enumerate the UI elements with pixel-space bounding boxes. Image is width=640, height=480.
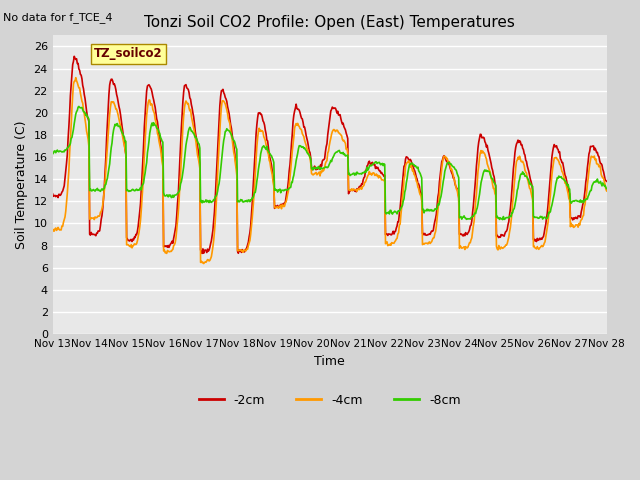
X-axis label: Time: Time: [314, 355, 345, 368]
Legend: -2cm, -4cm, -8cm: -2cm, -4cm, -8cm: [193, 389, 466, 411]
Y-axis label: Soil Temperature (C): Soil Temperature (C): [15, 120, 28, 249]
Text: TZ_soilco2: TZ_soilco2: [94, 48, 163, 60]
Title: Tonzi Soil CO2 Profile: Open (East) Temperatures: Tonzi Soil CO2 Profile: Open (East) Temp…: [144, 15, 515, 30]
Text: No data for f_TCE_4: No data for f_TCE_4: [3, 12, 113, 23]
